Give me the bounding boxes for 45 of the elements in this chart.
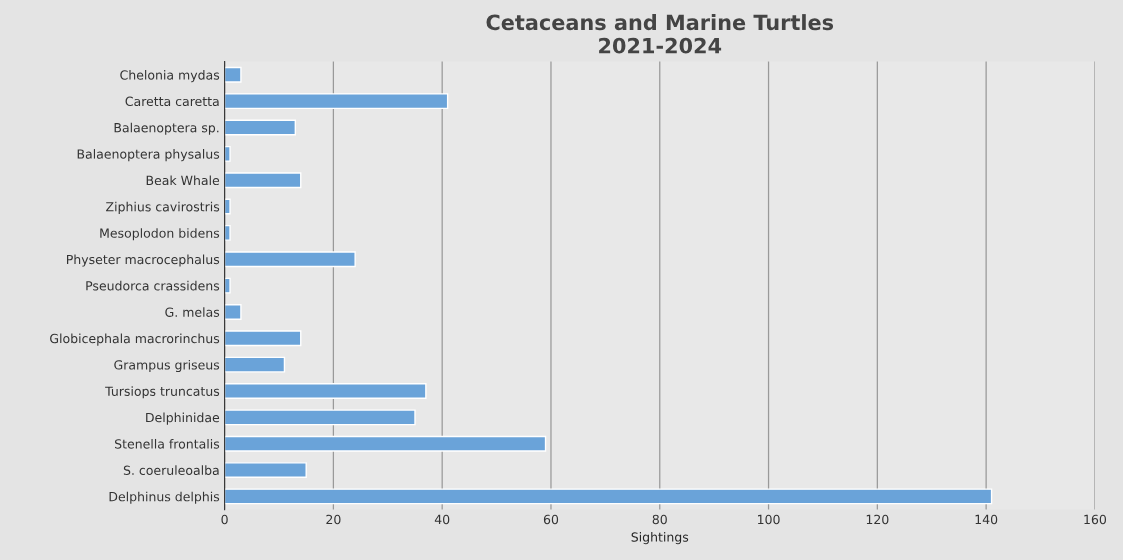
bar — [224, 198, 231, 215]
bar — [224, 277, 231, 294]
bar — [224, 330, 302, 347]
y-tick-label: Grampus griseus — [114, 359, 220, 373]
x-tick-label: 140 — [975, 514, 998, 525]
y-tick-label: Physeter macrocephalus — [67, 254, 220, 267]
x-tick-label: 160 — [1084, 514, 1107, 525]
chart-title: Cetaceans and Marine Turtles 2021-2024 — [486, 14, 834, 54]
x-tick-label: 0 — [221, 514, 228, 525]
bar — [224, 172, 302, 189]
x-tick-label: 100 — [758, 514, 780, 525]
bar — [224, 409, 416, 426]
y-tick-label: Tursiops truncatus — [105, 386, 220, 399]
bar — [224, 383, 427, 399]
bar — [224, 66, 242, 83]
bar — [224, 435, 547, 452]
y-tick-label: G. melas — [165, 307, 220, 317]
bar — [224, 224, 231, 241]
y-tick-label: Mesoplodon bidens — [100, 228, 220, 241]
bar — [224, 462, 307, 479]
y-tick-label: Ziphius cavirostris — [106, 201, 220, 214]
bar — [224, 488, 993, 505]
x-axis-title: Sightings — [631, 532, 689, 545]
bar — [224, 356, 286, 373]
y-tick-label: Chelonia mydas — [120, 70, 220, 83]
y-tick-label: Balaenoptera physalus — [77, 149, 220, 162]
x-tick-label: 60 — [543, 514, 559, 525]
bar — [224, 119, 297, 136]
x-tick-label: 80 — [652, 514, 667, 525]
y-tick-label: S. coeruleoalba — [123, 465, 219, 475]
y-tick-label: Stenella frontalis — [115, 438, 220, 449]
y-tick-label: Globicephala macrorinchus — [50, 333, 220, 346]
y-tick-label: Caretta caretta — [125, 96, 219, 107]
bar — [224, 251, 356, 268]
y-tick-label: Delphinidae — [146, 412, 220, 425]
y-tick-label: Balaenoptera sp. — [114, 122, 219, 135]
x-tick-label: 40 — [434, 514, 450, 525]
x-tick-label: 20 — [326, 514, 341, 525]
y-tick-label: Beak Whale — [146, 175, 220, 186]
y-tick-label: Delphinus delphis — [109, 491, 220, 504]
bar — [224, 93, 449, 110]
bar — [224, 304, 242, 320]
bar — [224, 145, 231, 162]
y-tick-label: Pseudorca crassidens — [86, 280, 220, 291]
x-tick-label: 120 — [866, 514, 889, 525]
